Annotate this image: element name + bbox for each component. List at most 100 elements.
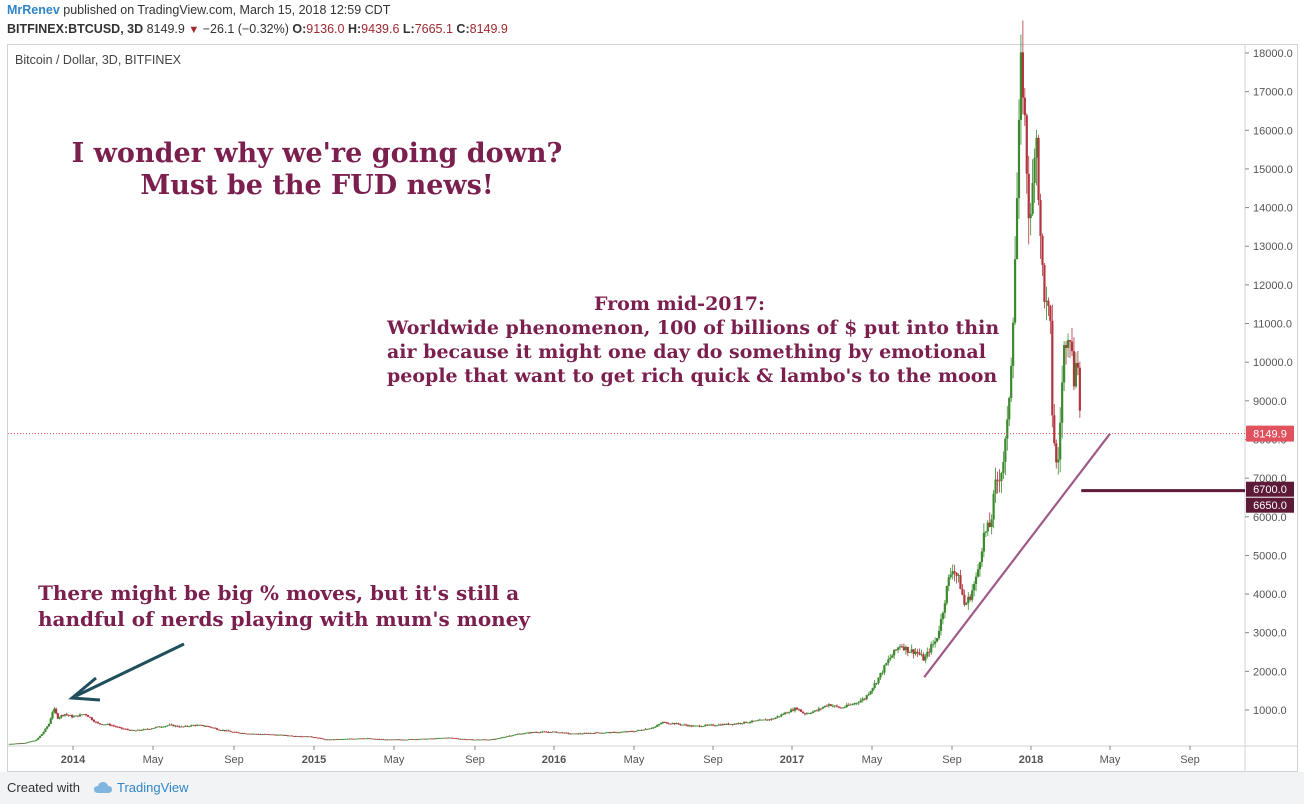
candle-body — [898, 646, 902, 648]
candle-body — [525, 732, 529, 734]
candle-body — [239, 732, 242, 734]
candle-body — [1051, 320, 1054, 416]
candle-body — [267, 734, 270, 736]
candle-body — [8, 743, 11, 745]
candle-body — [186, 725, 189, 727]
candle-body — [636, 730, 639, 731]
candle-body — [851, 704, 854, 706]
candle-body — [696, 725, 699, 727]
candle-body — [1004, 438, 1007, 462]
candle-body — [259, 734, 262, 736]
high-value: 9439.6 — [361, 22, 400, 36]
candle-body — [825, 705, 828, 707]
candle-body — [973, 583, 976, 591]
candle-body — [201, 724, 205, 727]
candle-body — [140, 730, 143, 731]
candle-body — [400, 739, 403, 741]
price-tick-label: 16000.0 — [1253, 125, 1293, 137]
candle-body — [661, 722, 665, 724]
candle-body — [150, 728, 153, 730]
time-tick-label: 2018 — [1019, 754, 1043, 766]
candle-body — [471, 739, 474, 741]
candle-body — [563, 732, 566, 734]
candle-body — [60, 715, 63, 718]
candle-body — [894, 649, 898, 651]
candle-body — [609, 732, 612, 734]
price-tick-label: 4000.0 — [1253, 589, 1287, 601]
candle-body — [799, 709, 803, 712]
close-value: 8149.9 — [469, 22, 508, 36]
candle-body — [998, 480, 1001, 482]
candle-body — [871, 687, 874, 692]
candle-body — [646, 728, 649, 730]
price-tick-label: 15000.0 — [1253, 164, 1293, 176]
arrow-shaft[interactable] — [75, 642, 185, 698]
time-tick-label: 2015 — [302, 754, 326, 766]
candle-body — [937, 630, 941, 639]
candle-body — [577, 733, 580, 735]
candle-body — [797, 709, 801, 711]
candle-body — [12, 743, 15, 745]
author-link[interactable]: MrRenev — [7, 3, 60, 17]
candle-body — [229, 731, 232, 733]
candle-body — [654, 726, 657, 728]
candle-body — [1059, 422, 1062, 460]
trendline[interactable] — [923, 433, 1111, 678]
candle-body — [620, 731, 624, 733]
candle-body — [332, 739, 335, 741]
chart-frame[interactable] — [7, 44, 1298, 772]
candle-body — [376, 738, 379, 740]
candle-body — [996, 479, 999, 481]
candle-body — [1000, 473, 1003, 481]
candle-body — [867, 694, 870, 696]
candle-body — [425, 738, 429, 740]
last-price-label: 8149.9 — [1253, 429, 1287, 441]
candle-body — [891, 655, 894, 658]
candle-body — [721, 724, 724, 726]
candle-body — [762, 719, 765, 721]
candle-body — [494, 738, 497, 740]
candle-body — [200, 724, 203, 726]
candle-body — [47, 723, 51, 727]
candle-body — [881, 672, 884, 674]
candle-body — [533, 732, 536, 733]
candle-body — [599, 732, 602, 734]
candle-body — [803, 713, 807, 715]
time-tick-label: Sep — [703, 754, 723, 766]
candle-body — [1066, 340, 1070, 348]
candle-body — [622, 731, 626, 733]
candle-body — [58, 717, 61, 719]
candle-body — [928, 651, 931, 653]
candle-body — [786, 712, 789, 714]
last-price-value: 8149.9 — [146, 22, 185, 36]
candle-body — [843, 706, 846, 708]
candle-body — [188, 726, 191, 728]
candle-body — [455, 738, 458, 740]
footer-brand-link[interactable]: TradingView — [117, 780, 189, 795]
candle-body — [908, 651, 911, 653]
candle-body — [110, 725, 113, 727]
candle-body — [342, 739, 345, 740]
candle-body — [320, 738, 323, 739]
candle-body — [164, 725, 167, 727]
candle-body — [296, 736, 299, 738]
candle-body — [475, 739, 478, 741]
candle-body — [44, 728, 47, 732]
candle-body — [496, 738, 499, 740]
published-text: published on TradingView.com, March 15, … — [63, 3, 391, 17]
candle-body — [265, 734, 268, 735]
candle-body — [677, 723, 680, 725]
candle-body — [957, 575, 960, 576]
candle-body — [652, 727, 655, 729]
candle-body — [459, 738, 462, 740]
candle-body — [597, 732, 600, 734]
candle-body — [1017, 119, 1021, 199]
candle-body — [330, 739, 333, 741]
tradingview-cloud-icon[interactable] — [94, 781, 112, 795]
candle-body — [1070, 341, 1074, 352]
candle-body — [286, 735, 290, 737]
candle-body — [90, 717, 94, 720]
candle-body — [561, 732, 564, 734]
candle-body — [225, 730, 228, 732]
